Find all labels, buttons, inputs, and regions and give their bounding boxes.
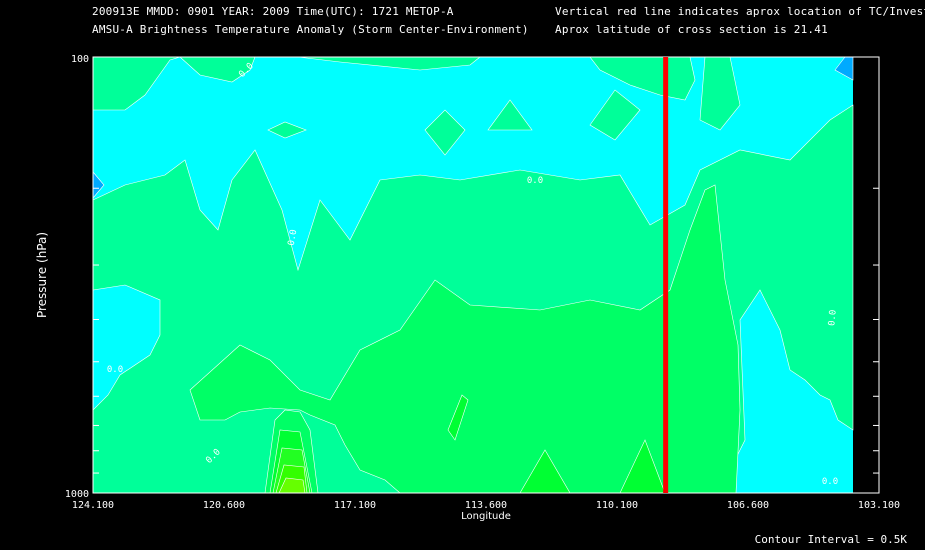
x-tick-label: 113.600 — [465, 500, 507, 511]
contour-label: 0.0 — [107, 365, 123, 375]
y-axis-title: Pressure (hPa) — [35, 232, 49, 318]
plot-area — [92, 56, 879, 494]
contour-island-small-3 — [589, 89, 641, 141]
header-line-1: 200913E MMDD: 0901 YEAR: 2009 Time(UTC):… — [92, 5, 454, 18]
x-tick-label: 124.100 — [72, 500, 114, 511]
y-tick-label-top: 100 — [71, 54, 89, 65]
x-tick-label: 120.600 — [203, 500, 245, 511]
header-line-2: AMSU-A Brightness Temperature Anomaly (S… — [92, 23, 529, 36]
x-tick-label: 103.100 — [858, 500, 900, 511]
contour-label: 0.0 — [527, 176, 543, 186]
y-tick-label-bottom: 1000 — [65, 489, 89, 500]
x-axis-title: Longitude — [461, 511, 511, 522]
contour-label: 0.0 — [827, 309, 838, 326]
header-line-3: Vertical red line indicates aprox locati… — [555, 5, 925, 18]
y-axis-ticks — [93, 56, 879, 494]
x-tick-label: 117.100 — [334, 500, 376, 511]
x-tick-label: 106.600 — [727, 500, 769, 511]
contour-island-small-1 — [424, 109, 466, 156]
header-line-4: Aprox latitude of cross section is 21.41 — [555, 23, 828, 36]
plot-frame — [92, 56, 880, 494]
contour-island-small-4 — [267, 121, 307, 139]
contour-label: 0.0 — [822, 477, 838, 487]
contour-island-small-2 — [487, 99, 533, 131]
contour-one-island-sliver — [447, 394, 469, 441]
contour-island-upper-right — [589, 56, 696, 101]
contour-interval-note: Contour Interval = 0.5K — [754, 533, 907, 546]
no-data-strip — [853, 57, 879, 493]
x-tick-label: 110.100 — [596, 500, 638, 511]
contour-half-band — [189, 184, 741, 494]
x-axis-tick-labels: 124.100 120.600 117.100 113.600 110.100 106.6… — [72, 500, 900, 511]
contour-label: 0.0 — [287, 229, 300, 247]
